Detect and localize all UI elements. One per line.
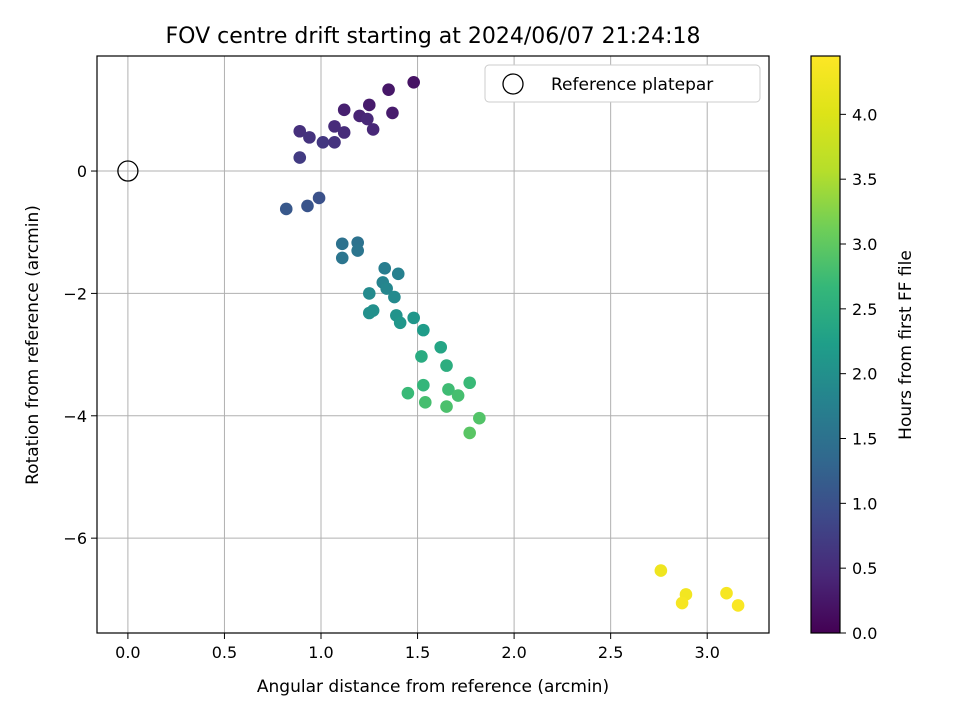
- colorbar-tick-label: 1.5: [852, 430, 877, 449]
- scatter-point: [301, 199, 314, 213]
- colorbar-frame: [810, 55, 841, 634]
- colorbar-tick-label: 0.5: [852, 559, 877, 578]
- x-tick-label: 2.5: [598, 643, 623, 662]
- scatter-point: [303, 131, 316, 144]
- y-ticks: −6 −4 −2 0: [63, 162, 97, 548]
- y-tick-label: −2: [63, 284, 87, 303]
- scatter-point: [361, 112, 374, 126]
- colorbar: 0.0 0.5 1.0 1.5 2.0 2.5 3.0 3.5 4.0 Hours from f…: [810, 55, 916, 643]
- scatter-point: [442, 383, 455, 396]
- scatter-point: [417, 323, 430, 337]
- scatter-point: [378, 262, 392, 275]
- scatter-point: [451, 389, 465, 402]
- colorbar-tick-label: 2.0: [852, 365, 877, 384]
- colorbar-label: Hours from first FF file: [896, 250, 916, 440]
- scatter-point: [473, 411, 486, 425]
- legend-marker-circle-icon: [502, 73, 524, 95]
- scatter-point: [337, 103, 351, 117]
- scatter-point: [328, 120, 341, 133]
- colorbar-tick-label: 3.5: [852, 170, 877, 189]
- colorbar-gradient: [811, 56, 840, 633]
- scatter-point: [407, 76, 420, 89]
- grid: [97, 56, 769, 633]
- scatter-point: [362, 287, 376, 300]
- colorbar-ticks: 0.0 0.5 1.0 1.5 2.0 2.5 3.0 3.5 4.0: [840, 105, 877, 643]
- colorbar-tick-label: 3.0: [852, 235, 877, 254]
- scatter-point: [418, 396, 432, 409]
- plot-frame: [96, 55, 770, 634]
- colorbar-tick-label: 4.0: [852, 105, 877, 124]
- scatter-point: [335, 237, 349, 251]
- scatter-point: [415, 350, 428, 363]
- scatter-point: [463, 426, 476, 440]
- scatter-point: [731, 599, 745, 612]
- scatter-point: [388, 290, 401, 304]
- scatter-point: [463, 376, 476, 390]
- scatter-point: [393, 316, 407, 330]
- y-tick-label: −4: [63, 407, 87, 426]
- scatter-point: [720, 586, 733, 600]
- reference-marker: [117, 160, 139, 182]
- y-axis-label: Rotation from reference (arcmin): [23, 205, 43, 485]
- scatter-point: [293, 124, 307, 138]
- scatter-point: [293, 151, 307, 164]
- scatter-point: [328, 135, 341, 149]
- scatter-point: [401, 386, 415, 400]
- reference-point-circle-icon: [117, 160, 139, 182]
- x-axis-label: Angular distance from reference (arcmin): [257, 677, 609, 697]
- scatter-point: [391, 267, 405, 281]
- chart-title: FOV centre drift starting at 2024/06/07 …: [166, 24, 701, 49]
- scatter-point: [417, 378, 430, 392]
- legend: Reference platepar: [484, 64, 761, 103]
- x-tick-label: 1.5: [405, 643, 430, 662]
- scatter-point: [312, 191, 326, 205]
- scatter-point: [675, 596, 689, 610]
- scatter-point: [366, 123, 380, 136]
- x-ticks: 0.0 0.5 1.0 1.5 2.0 2.5 3.0: [115, 633, 720, 662]
- scatter-point: [279, 202, 293, 216]
- x-tick-label: 0.5: [212, 643, 237, 662]
- y-tick-label: 0: [77, 162, 87, 181]
- x-tick-label: 3.0: [694, 643, 719, 662]
- x-tick-label: 2.0: [501, 643, 526, 662]
- scatter-point: [335, 251, 349, 265]
- scatter-point: [351, 244, 364, 257]
- y-tick-label: −6: [63, 529, 87, 548]
- x-tick-label: 1.0: [308, 643, 333, 662]
- scatter-point: [386, 106, 399, 120]
- scatter-point: [382, 83, 395, 96]
- scatter-point: [654, 564, 668, 577]
- scatter-point: [407, 311, 420, 325]
- legend-box: [484, 64, 761, 103]
- scatter-point: [380, 282, 393, 295]
- colorbar-tick-label: 2.5: [852, 300, 877, 319]
- scatter-point: [440, 359, 453, 372]
- x-tick-label: 0.0: [115, 643, 140, 662]
- scatter-point: [434, 340, 448, 354]
- scatter-point: [316, 135, 330, 149]
- scatter-points: [279, 76, 745, 612]
- scatter-point: [337, 126, 351, 139]
- colorbar-tick-label: 1.0: [852, 494, 877, 513]
- scatter-point: [362, 306, 376, 320]
- colorbar-tick-label: 0.0: [852, 624, 877, 643]
- scatter-point: [440, 400, 453, 413]
- scatter-point: [362, 98, 376, 112]
- legend-entry: Reference platepar: [551, 75, 713, 95]
